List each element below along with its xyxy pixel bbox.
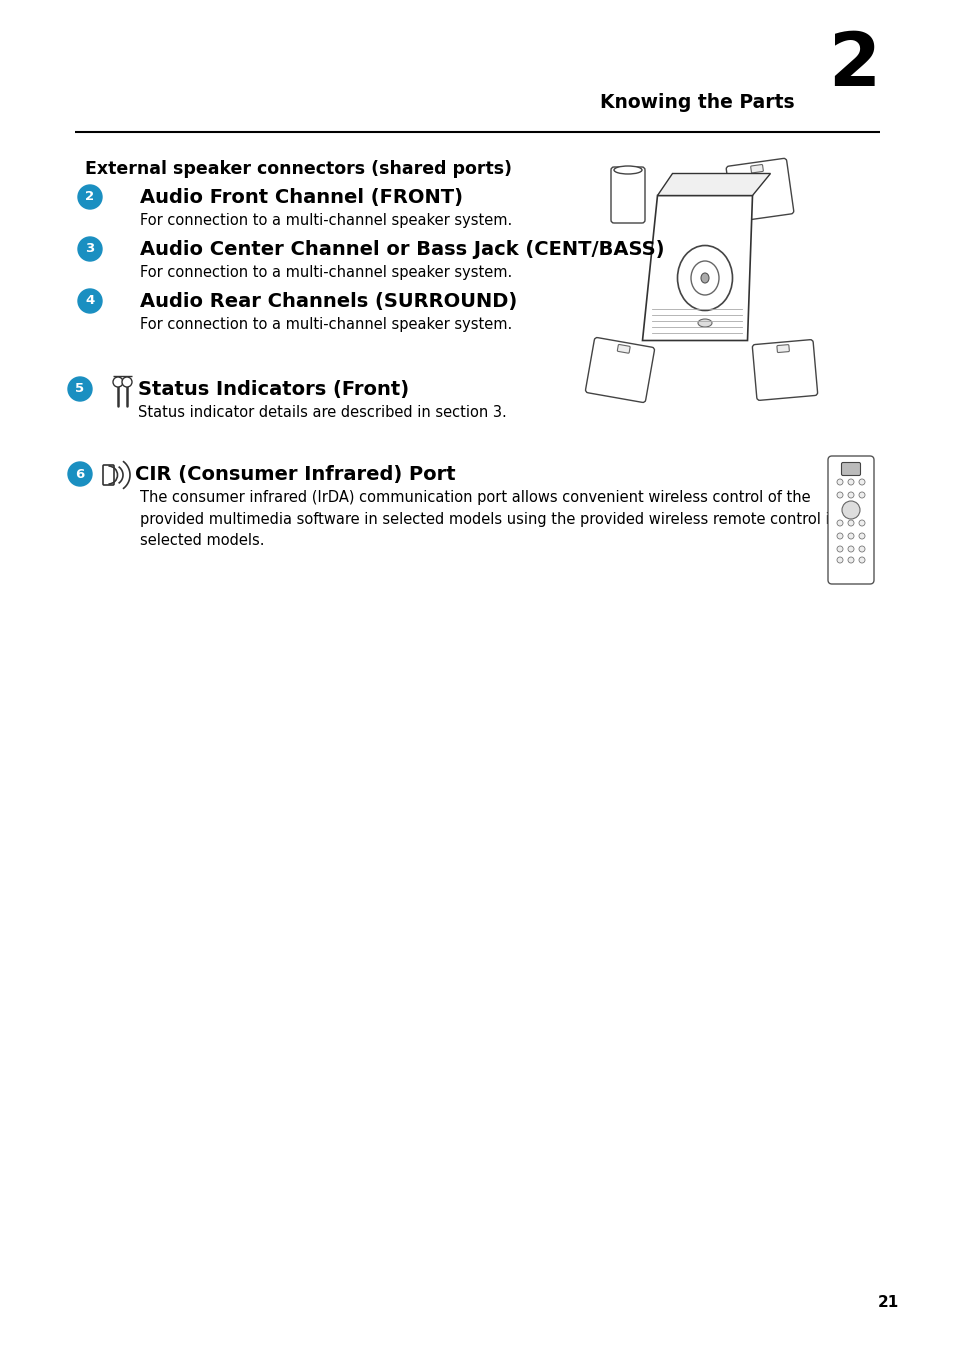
- Circle shape: [847, 480, 853, 485]
- FancyBboxPatch shape: [725, 158, 793, 222]
- Polygon shape: [641, 196, 752, 340]
- Text: For connection to a multi-channel speaker system.: For connection to a multi-channel speake…: [140, 317, 512, 332]
- Circle shape: [858, 546, 864, 553]
- Text: CIR (Consumer Infrared) Port: CIR (Consumer Infrared) Port: [135, 465, 456, 484]
- Text: Audio Front Channel (FRONT): Audio Front Channel (FRONT): [140, 188, 462, 207]
- Ellipse shape: [677, 246, 732, 311]
- FancyBboxPatch shape: [585, 338, 654, 403]
- Ellipse shape: [690, 261, 719, 295]
- Circle shape: [836, 520, 842, 526]
- Circle shape: [78, 185, 102, 209]
- Circle shape: [68, 377, 91, 401]
- Text: Knowing the Parts: Knowing the Parts: [599, 93, 794, 112]
- Circle shape: [858, 557, 864, 563]
- FancyBboxPatch shape: [750, 165, 762, 173]
- Circle shape: [847, 492, 853, 499]
- Circle shape: [112, 377, 123, 386]
- Text: External speaker connectors (shared ports): External speaker connectors (shared port…: [85, 159, 512, 178]
- FancyBboxPatch shape: [617, 345, 629, 353]
- Circle shape: [847, 557, 853, 563]
- Text: 5: 5: [75, 382, 85, 396]
- Text: 2: 2: [827, 28, 879, 101]
- Ellipse shape: [700, 273, 708, 282]
- FancyBboxPatch shape: [610, 168, 644, 223]
- Circle shape: [122, 377, 132, 386]
- Circle shape: [836, 557, 842, 563]
- Ellipse shape: [614, 166, 641, 174]
- Circle shape: [858, 520, 864, 526]
- FancyBboxPatch shape: [752, 339, 817, 400]
- Text: 21: 21: [877, 1296, 898, 1310]
- FancyBboxPatch shape: [103, 465, 113, 485]
- Text: For connection to a multi-channel speaker system.: For connection to a multi-channel speake…: [140, 213, 512, 228]
- Circle shape: [836, 480, 842, 485]
- Text: 4: 4: [85, 295, 94, 308]
- Text: Audio Rear Channels (SURROUND): Audio Rear Channels (SURROUND): [140, 292, 517, 311]
- Circle shape: [78, 236, 102, 261]
- Text: 6: 6: [75, 467, 85, 481]
- Circle shape: [858, 480, 864, 485]
- Circle shape: [836, 534, 842, 539]
- Circle shape: [858, 492, 864, 499]
- FancyBboxPatch shape: [841, 462, 860, 476]
- Circle shape: [847, 534, 853, 539]
- Text: 3: 3: [85, 242, 94, 255]
- Circle shape: [847, 520, 853, 526]
- FancyBboxPatch shape: [776, 345, 788, 353]
- FancyBboxPatch shape: [827, 457, 873, 584]
- Text: For connection to a multi-channel speaker system.: For connection to a multi-channel speake…: [140, 265, 512, 280]
- Ellipse shape: [698, 319, 711, 327]
- Text: Status Indicators (Front): Status Indicators (Front): [138, 380, 409, 399]
- Polygon shape: [657, 173, 770, 196]
- Text: Audio Center Channel or Bass Jack (CENT/BASS): Audio Center Channel or Bass Jack (CENT/…: [140, 240, 664, 259]
- Circle shape: [78, 289, 102, 313]
- Circle shape: [836, 546, 842, 553]
- Text: 2: 2: [86, 190, 94, 204]
- Circle shape: [836, 492, 842, 499]
- Text: Status indicator details are described in section 3.: Status indicator details are described i…: [138, 405, 506, 420]
- Text: The consumer infrared (IrDA) communication port allows convenient wireless contr: The consumer infrared (IrDA) communicati…: [140, 490, 838, 549]
- Circle shape: [68, 462, 91, 486]
- Circle shape: [858, 534, 864, 539]
- Circle shape: [841, 501, 859, 519]
- Circle shape: [847, 546, 853, 553]
